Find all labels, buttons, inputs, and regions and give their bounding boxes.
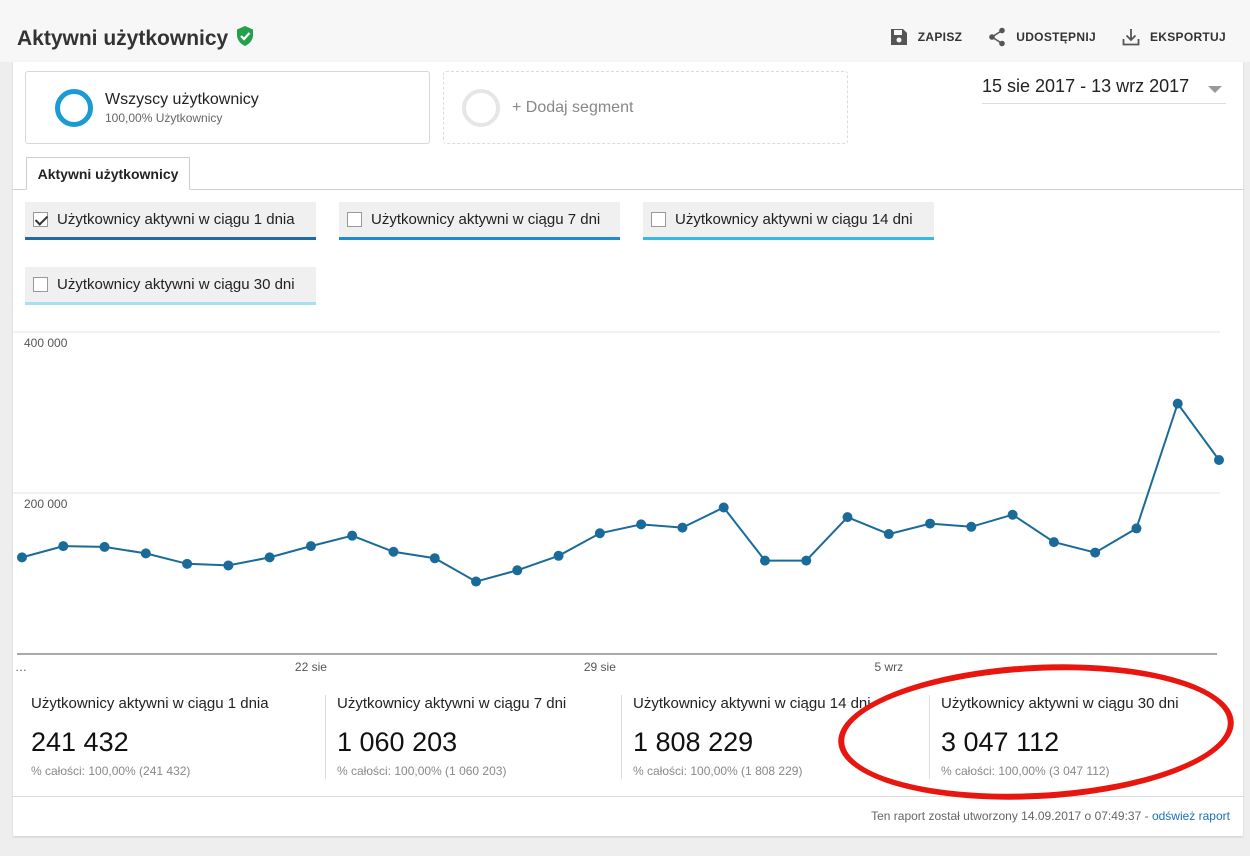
data-point bbox=[636, 519, 647, 530]
data-point bbox=[388, 546, 399, 557]
summary-percent: % całości: 100,00% (1 060 203) bbox=[337, 764, 507, 778]
summary-14-days: Użytkownicy aktywni w ciągu 14 dni 1 808… bbox=[621, 695, 928, 779]
page-title-text: Aktywni użytkownicy bbox=[17, 27, 229, 50]
x-tick-label: 22 sie bbox=[295, 660, 327, 674]
report-created-text: Ten raport został utworzony 14.09.2017 o… bbox=[871, 809, 1152, 823]
share-icon bbox=[989, 27, 1006, 47]
save-button[interactable]: ZAPISZ bbox=[890, 27, 962, 47]
metric-toggle-14-days[interactable]: Użytkownicy aktywni w ciągu 14 dni bbox=[643, 202, 934, 240]
summary-percent: % całości: 100,00% (1 808 229) bbox=[633, 764, 803, 778]
summary-value: 1 060 203 bbox=[337, 727, 458, 757]
summary-value: 3 047 112 bbox=[941, 727, 1060, 757]
x-tick-label: 5 wrz bbox=[874, 660, 903, 674]
data-point bbox=[512, 565, 523, 576]
data-point bbox=[1214, 454, 1224, 465]
segment-name: Wszyscy użytkownicy bbox=[105, 90, 259, 108]
data-point bbox=[677, 522, 688, 533]
summary-percent: % całości: 100,00% (241 432) bbox=[31, 764, 191, 778]
data-point bbox=[1007, 509, 1018, 520]
verified-shield-icon bbox=[236, 26, 254, 52]
tab-active-users[interactable]: Aktywni użytkownicy bbox=[26, 157, 190, 190]
data-point bbox=[17, 552, 27, 563]
data-point bbox=[1172, 398, 1183, 409]
data-point bbox=[801, 555, 812, 566]
metric-toggle-30-days[interactable]: Użytkownicy aktywni w ciągu 30 dni bbox=[25, 267, 316, 305]
export-button[interactable]: EKSPORTUJ bbox=[1122, 27, 1226, 47]
metric-toggle-1-day[interactable]: Użytkownicy aktywni w ciągu 1 dnia bbox=[25, 202, 316, 240]
data-point bbox=[883, 529, 894, 540]
summary-label: Użytkownicy aktywni w ciągu 30 dni bbox=[941, 695, 1179, 712]
metric-label: Użytkownicy aktywni w ciągu 14 dni bbox=[675, 211, 913, 228]
x-tick-label: 29 sie bbox=[584, 660, 616, 674]
summary-row: Użytkownicy aktywni w ciągu 1 dnia 241 4… bbox=[13, 687, 1243, 797]
export-label: EKSPORTUJ bbox=[1149, 30, 1226, 44]
summary-percent: % całości: 100,00% (3 047 112) bbox=[941, 764, 1110, 778]
metric-label: Użytkownicy aktywni w ciągu 1 dnia bbox=[57, 211, 295, 228]
data-point bbox=[1131, 523, 1142, 534]
data-point bbox=[305, 541, 316, 552]
save-label: ZAPISZ bbox=[917, 30, 963, 44]
date-range-text: 15 sie 2017 - 13 wrz 2017 bbox=[982, 76, 1190, 96]
checkbox-checked[interactable] bbox=[33, 212, 48, 227]
data-point bbox=[223, 560, 234, 571]
add-segment-button[interactable]: + Dodaj segment bbox=[443, 71, 848, 144]
checkbox[interactable] bbox=[347, 212, 362, 227]
share-button[interactable]: UDOSTĘPNIJ bbox=[988, 27, 1096, 47]
report-actions: ZAPISZ UDOSTĘPNIJ EKSPORTUJ bbox=[890, 27, 1226, 47]
summary-label: Użytkownicy aktywni w ciągu 1 dnia bbox=[31, 695, 269, 712]
report-footer: Ten raport został utworzony 14.09.2017 o… bbox=[13, 796, 1243, 836]
metric-toggle-7-days[interactable]: Użytkownicy aktywni w ciągu 7 dni bbox=[339, 202, 620, 240]
data-point bbox=[718, 502, 729, 513]
download-icon bbox=[1122, 29, 1140, 46]
summary-30-days: Użytkownicy aktywni w ciągu 30 dni 3 047… bbox=[929, 695, 1229, 779]
share-label: UDOSTĘPNIJ bbox=[1016, 30, 1096, 44]
data-point bbox=[1048, 537, 1059, 548]
checkbox[interactable] bbox=[33, 277, 48, 292]
add-segment-label: + Dodaj segment bbox=[512, 98, 634, 116]
data-point bbox=[925, 518, 936, 529]
data-point bbox=[347, 530, 358, 541]
summary-value: 1 808 229 bbox=[633, 727, 754, 757]
save-icon bbox=[890, 29, 907, 45]
refresh-report-link[interactable]: odśwież raport bbox=[1151, 809, 1230, 823]
date-range-selector[interactable]: 15 sie 2017 - 13 wrz 2017 bbox=[982, 76, 1226, 104]
checkbox[interactable] bbox=[651, 212, 666, 227]
data-point bbox=[842, 512, 853, 523]
data-point bbox=[58, 541, 69, 552]
tab-divider bbox=[13, 189, 1243, 190]
metric-label: Użytkownicy aktywni w ciągu 30 dni bbox=[57, 276, 295, 293]
summary-7-days: Użytkownicy aktywni w ciągu 7 dni 1 060 … bbox=[325, 695, 621, 779]
data-point bbox=[264, 552, 275, 563]
empty-segment-ring-icon bbox=[462, 88, 500, 127]
data-point bbox=[966, 521, 977, 532]
y-tick-label: 400 000 bbox=[24, 336, 68, 350]
segment-ring-icon bbox=[55, 88, 93, 127]
data-point bbox=[471, 576, 482, 587]
series-line bbox=[21, 401, 1220, 583]
data-point bbox=[1090, 547, 1101, 558]
active-users-line-chart: 400 000 200 000 … 22 sie 29 sie 5 wrz bbox=[13, 331, 1224, 674]
data-point bbox=[99, 541, 110, 552]
report-card: Wszyscy użytkownicy 100,00% Użytkownicy … bbox=[13, 62, 1243, 836]
metric-label: Użytkownicy aktywni w ciągu 7 dni bbox=[371, 211, 601, 228]
data-point bbox=[759, 555, 770, 566]
caret-down-icon bbox=[1208, 86, 1222, 93]
y-tick-label: 200 000 bbox=[24, 497, 68, 511]
data-point bbox=[594, 528, 605, 539]
page-title: Aktywni użytkownicy bbox=[17, 26, 254, 52]
summary-label: Użytkownicy aktywni w ciągu 7 dni bbox=[337, 695, 567, 712]
data-point bbox=[182, 558, 193, 569]
segment-subtitle: 100,00% Użytkownicy bbox=[105, 110, 223, 125]
report-header: Aktywni użytkownicy ZAPISZ UDOSTĘPNIJ EK… bbox=[0, 0, 1250, 62]
data-point bbox=[140, 548, 151, 559]
data-point bbox=[553, 550, 564, 561]
summary-value: 241 432 bbox=[31, 727, 129, 757]
summary-1-day: Użytkownicy aktywni w ciągu 1 dnia 241 4… bbox=[20, 695, 324, 779]
x-tick-label: … bbox=[15, 660, 27, 674]
segment-all-users[interactable]: Wszyscy użytkownicy 100,00% Użytkownicy bbox=[25, 71, 430, 144]
summary-label: Użytkownicy aktywni w ciągu 14 dni bbox=[633, 695, 871, 712]
data-point bbox=[429, 553, 440, 564]
